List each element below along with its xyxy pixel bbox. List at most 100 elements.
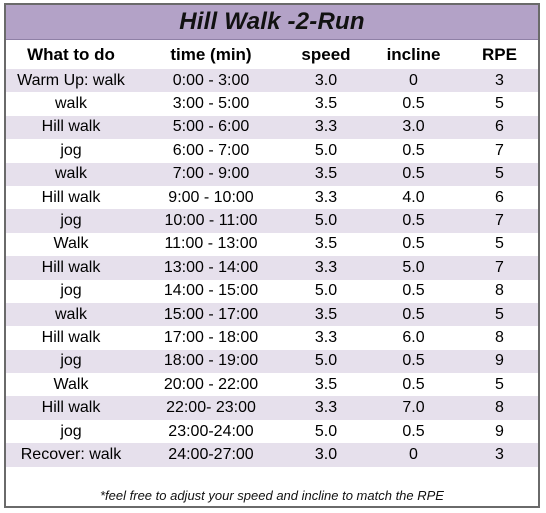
cell-time: 10:00 - 11:00 [136,209,286,233]
cell-incline: 0.5 [366,232,461,257]
cell-incline: 7.0 [366,396,461,420]
cell-speed: 3.5 [286,232,366,257]
cell-time: 14:00 - 15:00 [136,279,286,303]
cell-speed: 5.0 [286,139,366,163]
column-header-speed: speed [286,40,366,69]
table-row: jog 14:00 - 15:00 5.0 0.5 8 [6,279,538,303]
empty-cell [461,466,538,485]
table-row: walk 7:00 - 9:00 3.5 0.5 5 [6,162,538,186]
cell-rpe: 7 [461,139,538,163]
table-body: Warm Up: walk 0:00 - 3:00 3.0 0 3 walk 3:00 - … [6,69,538,485]
cell-incline: 0.5 [366,349,461,374]
cell-time: 7:00 - 9:00 [136,162,286,186]
workout-table-container: Hill Walk -2-Run What to do time (min) s… [4,3,540,508]
cell-incline: 0.5 [366,209,461,233]
cell-time: 23:00-24:00 [136,419,286,444]
cell-rpe: 6 [461,185,538,210]
cell-incline: 0.5 [366,139,461,163]
cell-rpe: 8 [461,326,538,350]
cell-incline: 0 [366,443,461,467]
cell-activity: jog [6,209,136,233]
cell-rpe: 7 [461,256,538,280]
cell-speed: 5.0 [286,419,366,444]
cell-incline: 6.0 [366,326,461,350]
workout-table: What to do time (min) speed incline RPE … [6,40,538,485]
column-header-rpe: RPE [461,40,538,69]
table-row: Hill walk 9:00 - 10:00 3.3 4.0 6 [6,185,538,210]
cell-activity: jog [6,349,136,374]
table-row: jog 18:00 - 19:00 5.0 0.5 9 [6,349,538,374]
cell-activity: Hill walk [6,115,136,140]
table-title: Hill Walk -2-Run [6,5,538,40]
cell-speed: 3.5 [286,92,366,116]
cell-incline: 0 [366,69,461,93]
cell-activity: Walk [6,373,136,397]
cell-incline: 3.0 [366,115,461,140]
cell-rpe: 5 [461,232,538,257]
cell-rpe: 9 [461,349,538,374]
table-row: jog 6:00 - 7:00 5.0 0.5 7 [6,139,538,163]
cell-rpe: 3 [461,443,538,467]
cell-activity: Hill walk [6,396,136,420]
table-row: jog 23:00-24:00 5.0 0.5 9 [6,419,538,444]
empty-cell [136,466,286,485]
cell-activity: Hill walk [6,326,136,350]
cell-speed: 3.3 [286,115,366,140]
cell-incline: 0.5 [366,279,461,303]
cell-activity: walk [6,162,136,186]
column-header-incline: incline [366,40,461,69]
cell-incline: 0.5 [366,302,461,327]
table-row: Recover: walk 24:00-27:00 3.0 0 3 [6,443,538,467]
cell-time: 15:00 - 17:00 [136,302,286,327]
cell-time: 17:00 - 18:00 [136,326,286,350]
table-row: Walk 11:00 - 13:00 3.5 0.5 5 [6,232,538,257]
cell-rpe: 8 [461,396,538,420]
table-row: Warm Up: walk 0:00 - 3:00 3.0 0 3 [6,69,538,93]
table-row: Hill walk 22:00- 23:00 3.3 7.0 8 [6,396,538,420]
cell-rpe: 5 [461,92,538,116]
table-row: Hill walk 5:00 - 6:00 3.3 3.0 6 [6,115,538,140]
cell-activity: walk [6,92,136,116]
table-row: walk 15:00 - 17:00 3.5 0.5 5 [6,302,538,327]
empty-cell [6,466,136,485]
cell-incline: 0.5 [366,419,461,444]
cell-time: 0:00 - 3:00 [136,69,286,93]
header-row: What to do time (min) speed incline RPE [6,40,538,69]
cell-time: 18:00 - 19:00 [136,349,286,374]
cell-rpe: 3 [461,69,538,93]
cell-rpe: 7 [461,209,538,233]
cell-activity: Warm Up: walk [6,69,136,93]
cell-speed: 3.3 [286,185,366,210]
cell-incline: 0.5 [366,162,461,186]
cell-incline: 4.0 [366,185,461,210]
empty-row [6,466,538,485]
cell-time: 22:00- 23:00 [136,396,286,420]
cell-activity: Hill walk [6,185,136,210]
cell-incline: 0.5 [366,92,461,116]
cell-activity: jog [6,419,136,444]
footnote: *feel free to adjust your speed and incl… [6,484,538,506]
cell-rpe: 5 [461,302,538,327]
table-row: Hill walk 17:00 - 18:00 3.3 6.0 8 [6,326,538,350]
cell-speed: 3.0 [286,443,366,467]
cell-rpe: 8 [461,279,538,303]
cell-rpe: 9 [461,419,538,444]
cell-rpe: 5 [461,162,538,186]
empty-cell [286,466,366,485]
cell-activity: jog [6,139,136,163]
cell-speed: 3.3 [286,256,366,280]
cell-incline: 5.0 [366,256,461,280]
cell-speed: 3.5 [286,302,366,327]
cell-time: 20:00 - 22:00 [136,373,286,397]
cell-time: 5:00 - 6:00 [136,115,286,140]
cell-time: 3:00 - 5:00 [136,92,286,116]
column-header-activity: What to do [6,40,136,69]
cell-time: 13:00 - 14:00 [136,256,286,280]
cell-speed: 3.5 [286,162,366,186]
cell-time: 11:00 - 13:00 [136,232,286,257]
cell-activity: jog [6,279,136,303]
cell-incline: 0.5 [366,373,461,397]
cell-speed: 5.0 [286,209,366,233]
cell-speed: 5.0 [286,279,366,303]
cell-activity: Hill walk [6,256,136,280]
